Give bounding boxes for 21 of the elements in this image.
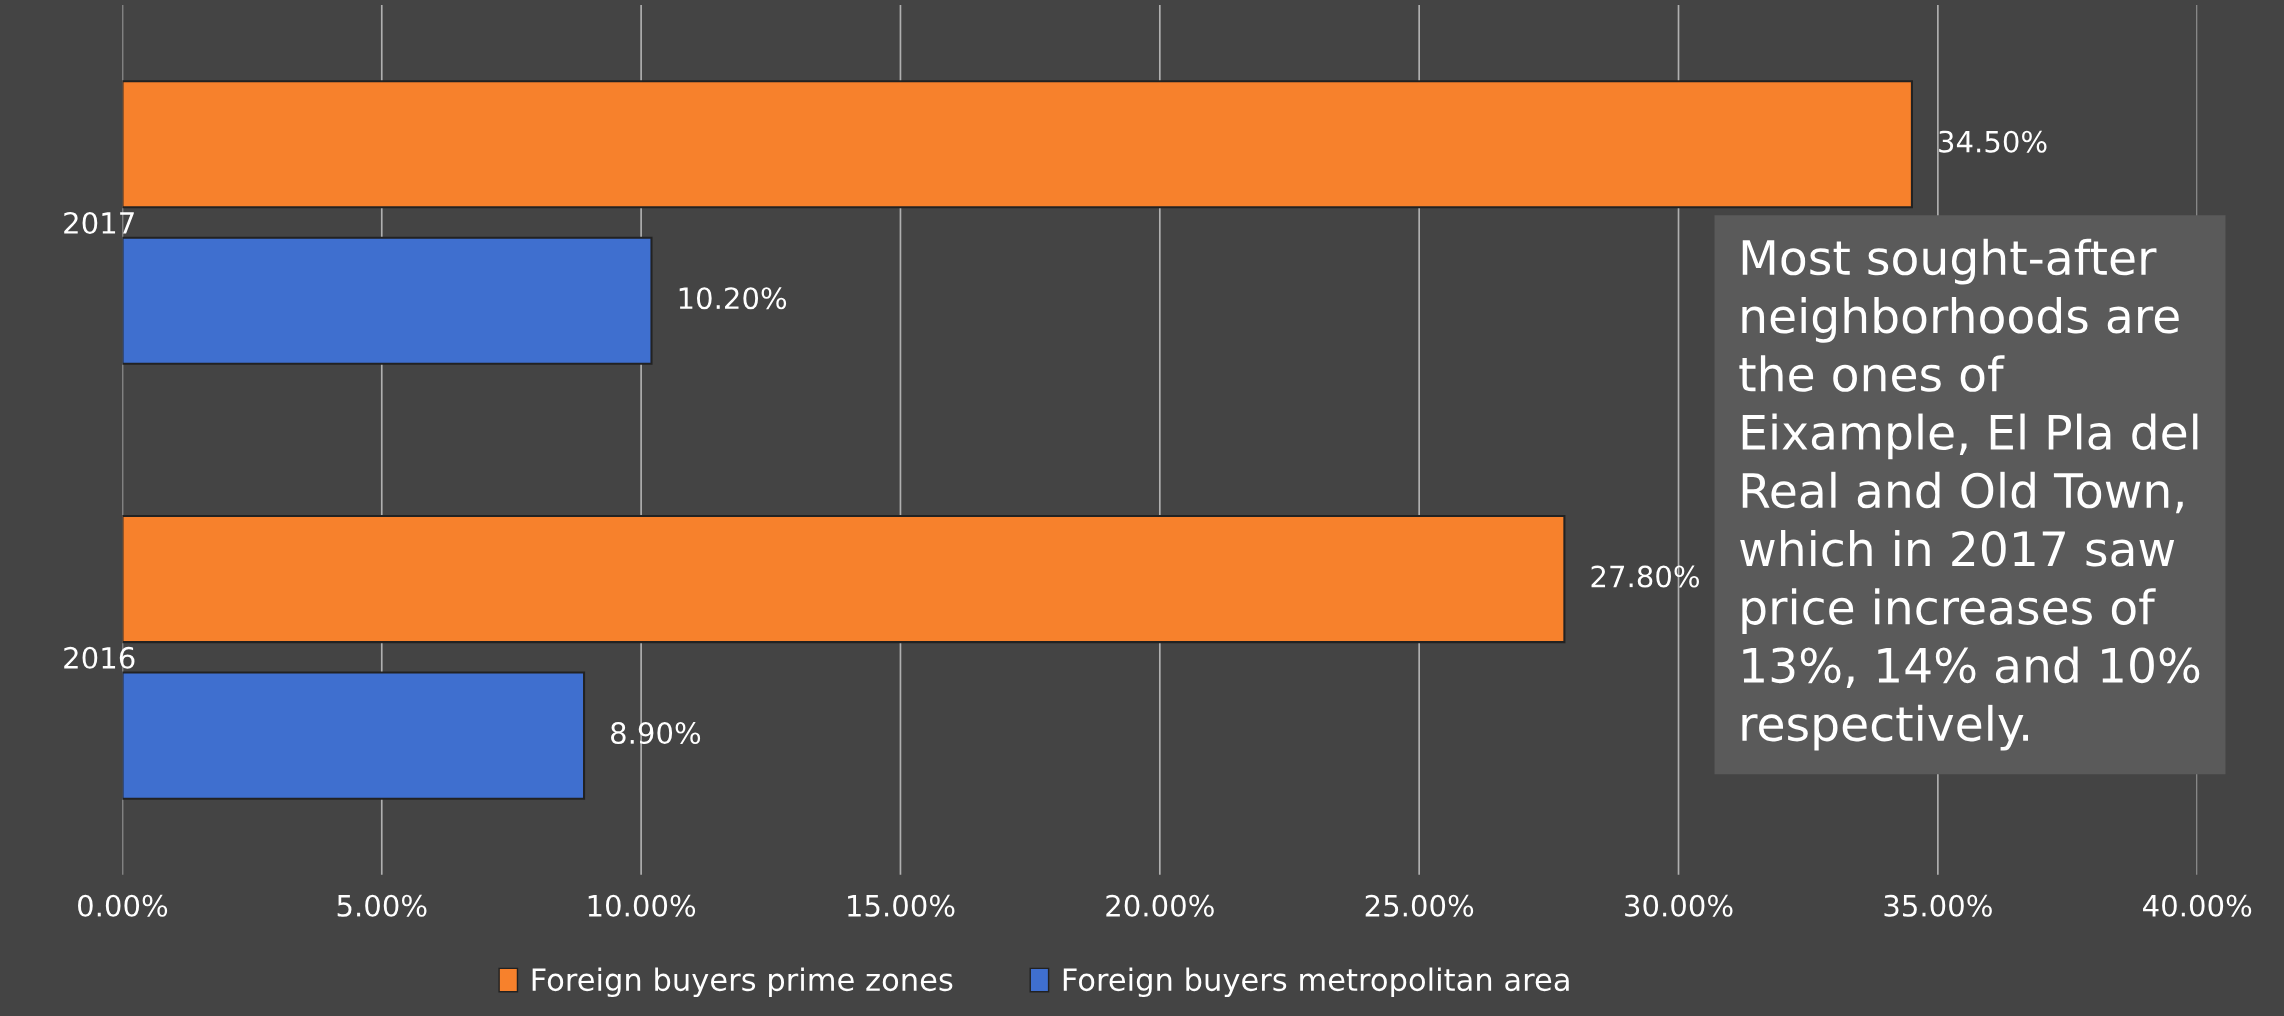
x-tick-label: 0.00% — [78, 894, 168, 917]
x-tick-label: 40.00% — [2143, 894, 2252, 917]
x-tick-label: 10.00% — [588, 894, 696, 917]
y-tick-label: 2017 — [64, 211, 134, 234]
x-tick-label: 35.00% — [1884, 894, 1992, 917]
legend-label: Foreign buyers prime zones — [532, 967, 953, 998]
text: 10.20% — [679, 287, 787, 310]
text: 34.50% — [1939, 130, 2047, 153]
text: Most sought-after neighborhoods are the ones of Eixample, El Pla del Real and Old Town, which in 2017 saw price increases of 13%, 14% and 10% respectively. — [1739, 238, 2200, 751]
x-tick-label: 5.00% — [337, 894, 427, 917]
bar — [122, 236, 653, 365]
bar — [122, 514, 1566, 644]
legend-label: Foreign buyers metropolitan area — [1063, 967, 1569, 998]
x-tick-label: 30.00% — [1625, 894, 1733, 917]
x-tick-label: 20.00% — [1106, 894, 1214, 917]
bar — [122, 80, 1913, 209]
x-tick-label: 25.00% — [1365, 894, 1474, 917]
x-tick-label: 15.00% — [848, 894, 955, 917]
text: 8.90% — [611, 722, 701, 745]
y-tick-label: 2016 — [64, 646, 135, 669]
bar — [122, 671, 586, 800]
